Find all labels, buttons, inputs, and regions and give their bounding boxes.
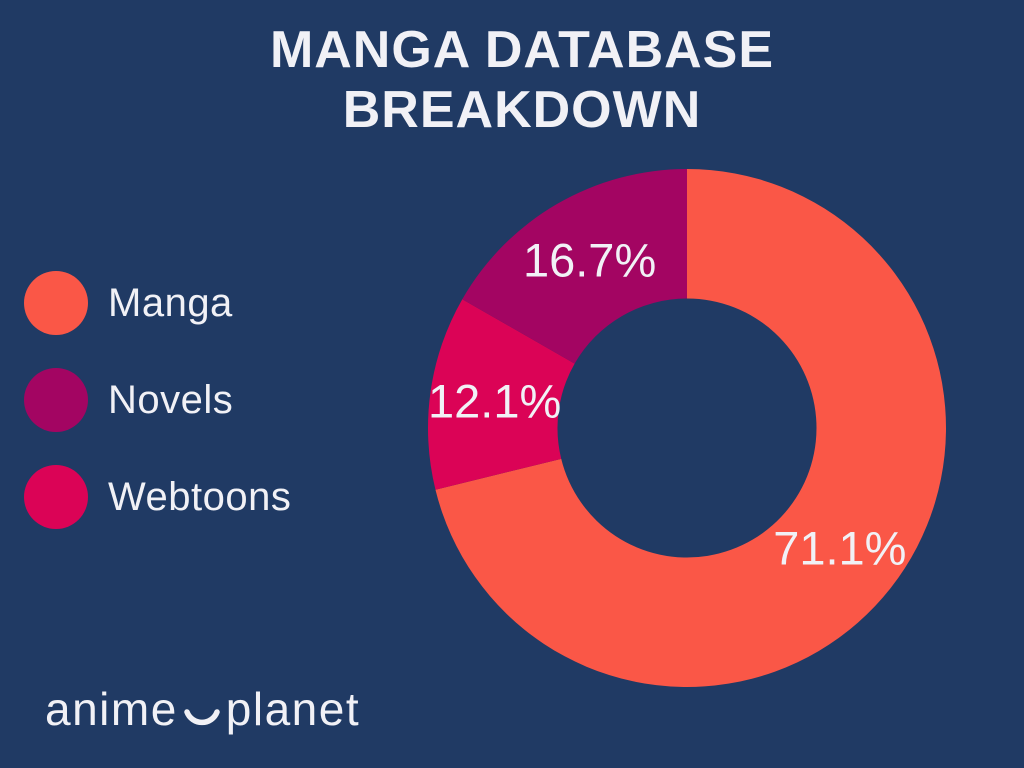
legend-swatch-webtoons bbox=[24, 465, 88, 529]
legend-label: Webtoons bbox=[108, 474, 292, 519]
donut-segment-webtoons bbox=[428, 299, 575, 490]
legend-label: Novels bbox=[108, 377, 234, 422]
legend-item-manga: Manga bbox=[24, 271, 291, 335]
chart-title: MANGA DATABASE BREAKDOWN bbox=[20, 20, 1024, 140]
legend-swatch-manga bbox=[24, 271, 88, 335]
chart-title-line2: BREAKDOWN bbox=[342, 81, 702, 139]
logo-text-anime: anime bbox=[45, 683, 178, 735]
donut-chart: 71.1% 12.1% 16.7% bbox=[427, 168, 947, 688]
segment-label-webtoons: 12.1% bbox=[428, 374, 561, 427]
logo-text-planet: planet bbox=[225, 683, 361, 735]
segment-label-manga: 71.1% bbox=[773, 521, 906, 574]
segment-label-novels: 16.7% bbox=[523, 233, 656, 286]
anime-planet-logo: anime planet bbox=[45, 682, 360, 736]
legend: Manga Novels Webtoons bbox=[24, 271, 291, 562]
donut-segment-novels bbox=[462, 169, 687, 364]
legend-label: Manga bbox=[108, 280, 233, 325]
donut-segment-manga bbox=[435, 169, 946, 687]
donut-chart-svg: 71.1% 12.1% 16.7% bbox=[428, 169, 946, 687]
legend-item-novels: Novels bbox=[24, 368, 291, 432]
legend-swatch-novels bbox=[24, 368, 88, 432]
smile-arc-icon bbox=[184, 709, 220, 726]
chart-title-line1: MANGA DATABASE bbox=[269, 21, 775, 79]
legend-item-webtoons: Webtoons bbox=[24, 465, 291, 529]
